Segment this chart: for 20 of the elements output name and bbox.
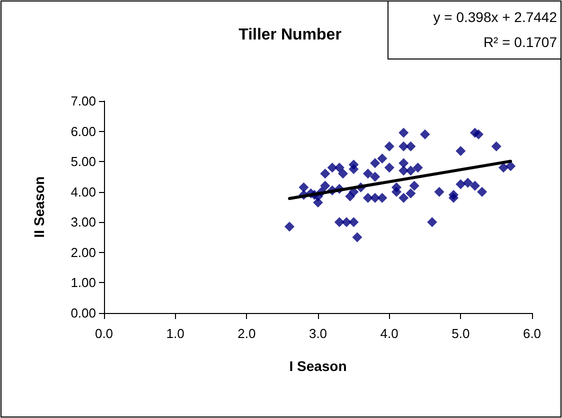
x-tick-label: 0.0 [94, 326, 114, 341]
x-tick-label: 5.0 [452, 326, 470, 341]
y-tick-label: 2.00 [70, 244, 96, 260]
y-tick-label: 3.00 [70, 214, 96, 230]
y-tick-label: 6.00 [70, 124, 96, 139]
x-tick-label: 1.0 [166, 326, 184, 341]
x-tick-label: 3.0 [308, 326, 328, 341]
text: y = 0.398x + 2.7442 [433, 9, 558, 25]
x-tick-label: 6.0 [522, 326, 542, 341]
x-tick-label: 2.0 [238, 326, 256, 341]
x-axis-title: I Season [289, 358, 347, 374]
text: R² = 0.1707 [483, 34, 558, 50]
y-axis-title: II Season [31, 176, 47, 238]
y-tick-label: 4.00 [70, 184, 96, 200]
y-tick-label: 5.00 [70, 154, 96, 170]
y-tick-label: 0.00 [70, 306, 96, 320]
chart-title: Tiller Number [238, 26, 342, 44]
x-tick-label: 4.0 [380, 326, 398, 341]
y-tick-label: 7.00 [70, 94, 96, 108]
y-tick-label: 1.00 [70, 275, 96, 290]
